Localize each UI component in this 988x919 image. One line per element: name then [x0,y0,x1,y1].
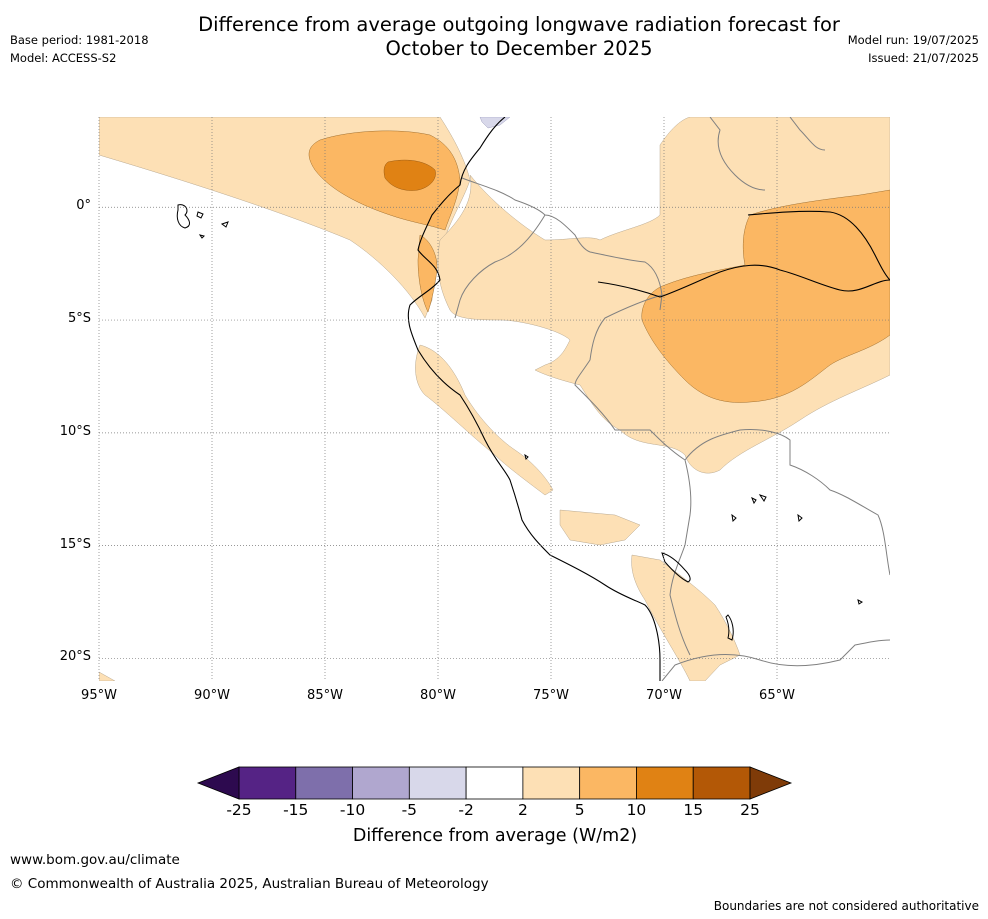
colorbar-bin [522,766,581,800]
model-name: Model: ACCESS-S2 [10,51,117,65]
anomaly-region-pacific-core [308,130,461,231]
galapagos-islands [176,204,229,239]
footer-copyright: © Commonwealth of Australia 2025, Austra… [10,876,489,892]
anomaly-region-pacific-peak [383,159,436,191]
anomaly-contours [99,117,890,681]
latitude-tick-label: 10°S [59,423,91,439]
country-borders [454,117,890,681]
longitude-tick-label: 70°W [646,688,682,703]
colorbar-bin [692,766,751,800]
anomaly-region-amazon [641,189,890,403]
latitude-tick-label: 20°S [59,649,91,665]
issued-date: Issued: 21/07/2025 [868,51,979,65]
colorbar-tick-label: -2 [458,801,474,819]
footer-url: www.bom.gov.au/climate [10,852,180,868]
colorbar-tick-label: -25 [226,801,252,819]
colorbar [196,766,793,800]
latitude-tick-label: 15°S [59,536,91,552]
colorbar-extend-max [749,766,793,800]
colorbar-tick-label: -5 [401,801,418,819]
longitude-tick-label: 95°W [81,688,117,703]
anomaly-region-chile-bolivia [631,554,741,681]
anomaly-region-peru-coast [415,344,554,496]
colorbar-tick-label: -15 [283,801,309,819]
model-run-date: Model run: 19/07/2025 [847,33,979,47]
colorbar-bin [465,766,524,800]
colorbar-tick-label: 25 [740,801,760,819]
colorbar-title: Difference from average (W/m2) [352,826,638,846]
colorbar-tick-label: 15 [683,801,704,819]
map-lines [176,117,890,681]
colorbar-tick-label: 2 [517,801,528,819]
latitude-tick-label: 0° [76,198,91,214]
colorbar-bin [636,766,694,800]
anomaly-region-southern-peru [559,509,641,546]
anomaly-region-ecuador-coast [417,234,438,313]
coastline [407,117,890,681]
colorbar-tick-label: -10 [339,801,366,819]
colorbar-bin [579,766,637,800]
longitude-tick-label: 80°W [420,688,456,703]
latitude-tick-label: 5°S [67,311,91,327]
lakes [524,453,863,641]
base-period: Base period: 1981-2018 [10,33,149,47]
colorbar-bin [408,766,467,800]
longitude-tick-label: 85°W [307,688,343,703]
colorbar-tick-label: 10 [626,801,647,819]
graticule [98,117,890,681]
anomaly-region-southwest-corner [99,671,116,681]
colorbar-extend-min [196,766,240,800]
longitude-tick-label: 65°W [759,688,795,703]
colorbar-bin [238,766,297,800]
colorbar-tick-label: 5 [574,801,585,819]
colorbar-bin [295,766,353,800]
footer-disclaimer: Boundaries are not considered authoritat… [713,899,979,913]
chart-title: Difference from average outgoing longwav… [198,13,840,60]
colorbar-bin [352,766,410,800]
longitude-tick-label: 90°W [194,688,230,703]
longitude-tick-label: 75°W [533,688,569,703]
